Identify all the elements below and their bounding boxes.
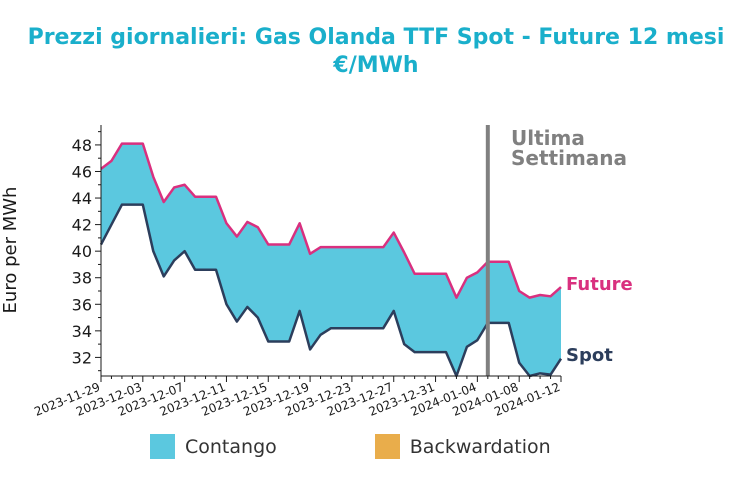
y-tick-label: 32 — [72, 348, 92, 367]
chart-title-line2: €/MWh — [333, 53, 419, 78]
legend-label-contango: Contango — [185, 435, 277, 458]
legend-item-contango: Contango — [150, 434, 277, 459]
legend: Contango Backwardation — [150, 434, 649, 459]
legend-label-backwardation: Backwardation — [409, 435, 551, 458]
y-tick-label: 34 — [72, 322, 92, 341]
spot-line — [99, 203, 563, 378]
plot-layer — [99, 125, 563, 378]
future-series-label: Future — [566, 274, 633, 295]
y-tick-label: 36 — [72, 295, 92, 314]
contango-swatch — [150, 434, 175, 459]
backwardation-swatch — [374, 434, 400, 459]
annotation-line2: Settimana — [511, 146, 627, 170]
y-tick-label: 48 — [72, 136, 92, 155]
spot-series-label: Spot — [566, 345, 613, 366]
contango-band — [101, 143, 561, 376]
y-tick-label: 40 — [72, 242, 92, 261]
legend-item-backwardation: Backwardation — [374, 434, 551, 459]
y-axis-label: Euro per MWh — [0, 187, 21, 314]
future-line — [100, 142, 562, 299]
y-tick-label: 46 — [72, 162, 92, 181]
y-tick-label: 44 — [72, 189, 92, 208]
chart-title: Prezzi giornalieri: Gas Olanda TTF Spot … — [0, 24, 752, 80]
y-tick-label: 42 — [72, 216, 92, 235]
annotation-line1: Ultima — [511, 126, 585, 150]
chart-title-line1: Prezzi giornalieri: Gas Olanda TTF Spot … — [27, 25, 725, 50]
y-tick-label: 38 — [72, 269, 92, 288]
